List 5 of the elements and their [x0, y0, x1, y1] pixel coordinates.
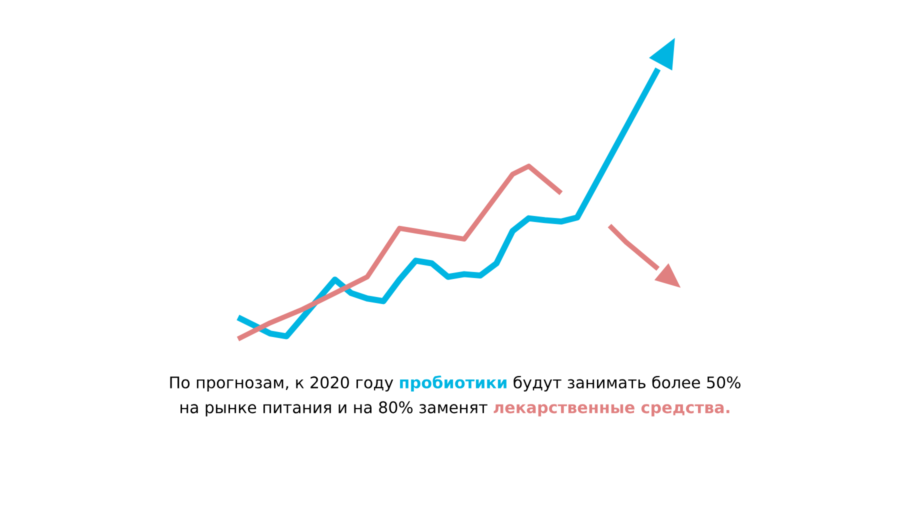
text: будут занимать более 50% — [514, 376, 740, 392]
text: на рынке питания и на 80% заменят — [180, 401, 488, 416]
text: лекарственные средства. — [494, 404, 730, 416]
text: пробиотики — [400, 376, 506, 392]
text: По прогнозам, к 2020 году — [170, 376, 394, 392]
